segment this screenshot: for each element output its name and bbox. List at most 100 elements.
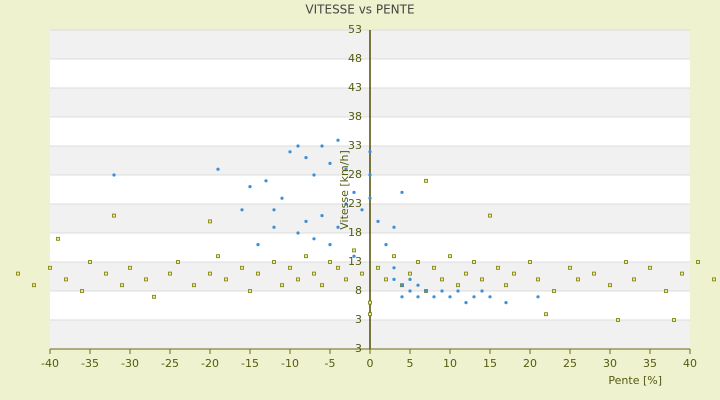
point [144,277,148,282]
point [216,167,220,171]
point [360,208,364,212]
y-tick-label: 3 [355,342,362,355]
point [616,318,620,322]
point [88,260,92,264]
point [568,265,572,270]
point [152,294,156,299]
point [352,248,356,253]
x-tick-label: 0 [367,357,374,370]
point [224,277,228,282]
point [368,312,372,317]
point [112,173,116,177]
point [416,260,420,264]
point [432,265,436,270]
point [504,301,508,305]
point [424,289,428,293]
point [216,254,220,259]
x-tick-label: 10 [443,357,457,370]
x-tick-label: -10 [281,357,299,370]
x-tick-label: 40 [683,357,697,370]
point [376,219,380,223]
point [456,289,460,293]
point [672,318,676,322]
point [608,283,612,288]
point [312,271,316,276]
point [392,254,396,259]
point [448,254,452,259]
point [176,260,180,264]
point [336,265,340,270]
point [320,214,324,218]
chart-title: VITESSE vs PENTE [305,3,414,17]
point [256,243,260,247]
point [408,277,412,281]
point [576,277,580,282]
point [368,300,372,305]
point [280,283,284,288]
point [120,283,124,288]
point [456,283,460,288]
point [488,295,492,299]
point [392,266,396,270]
y-tick-label: 8 [355,284,362,297]
point [48,265,52,270]
point [32,283,36,288]
x-axis-title: Pente [%] [608,374,662,387]
point [352,190,356,194]
point [16,271,20,276]
point [336,138,340,142]
point [288,265,292,270]
point [536,277,540,282]
x-tick-label: -25 [161,357,179,370]
point [504,283,508,288]
point [304,254,308,259]
point [464,301,468,305]
point [552,289,556,293]
point [696,260,700,264]
x-tick-label: -40 [41,357,59,370]
x-tick-label: 20 [523,357,537,370]
point [288,150,292,154]
point [248,185,252,189]
point [400,283,404,287]
point [344,202,348,206]
point [368,173,372,177]
point [400,190,404,194]
x-tick-label: 35 [643,357,657,370]
point [440,289,444,293]
point [424,178,428,183]
point [128,265,132,270]
point [384,277,388,282]
point [368,196,372,200]
point [80,289,84,293]
point [408,271,412,276]
point [56,236,60,241]
y-tick-label: 53 [348,23,362,36]
point [664,289,668,293]
point [104,271,108,276]
point [352,254,356,258]
point [360,271,364,276]
point [488,213,492,218]
point [496,265,500,270]
point [416,295,420,299]
point [392,225,396,229]
point [528,260,532,264]
y-tick-label: 23 [348,197,362,210]
x-tick-label: 15 [483,357,497,370]
y-tick-label: 3 [355,313,362,326]
x-tick-label: 30 [603,357,617,370]
point [344,277,348,282]
point [440,277,444,282]
point [192,283,196,288]
point [336,225,340,229]
point [64,277,68,282]
point [240,265,244,270]
point [400,295,404,299]
point [448,295,452,299]
x-tick-label: 5 [407,357,414,370]
point [208,271,212,276]
point [624,260,628,264]
point [320,283,324,288]
